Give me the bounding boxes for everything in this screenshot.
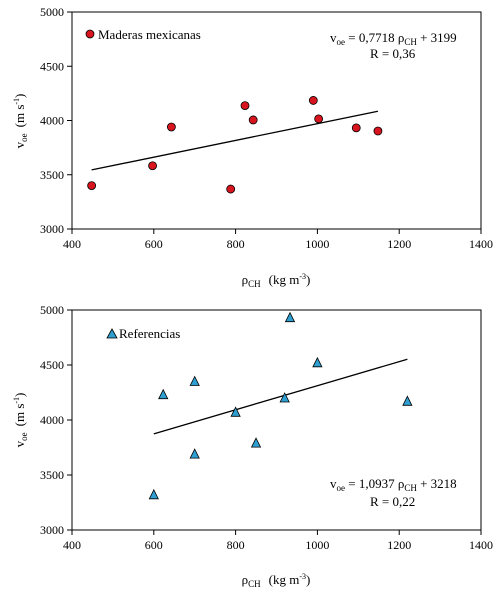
x-ticks: 400 600 800 1000 1200 1400 bbox=[63, 530, 493, 552]
eq-mid: = 1,0937 ρ bbox=[345, 476, 404, 491]
chart-maderas: 3000 3500 4000 4500 5000 400 600 800 1000 1200 14… bbox=[12, 5, 493, 289]
x-tick-label: 800 bbox=[227, 538, 245, 552]
data-point bbox=[226, 184, 236, 194]
data-point bbox=[284, 311, 296, 323]
legend: Maderas mexicanas bbox=[85, 27, 201, 42]
x-ticks: 400 600 800 1000 1200 1400 bbox=[63, 229, 493, 251]
y-ticks: 3000 3500 4000 4500 5000 bbox=[40, 5, 72, 236]
x-tick-label: 1000 bbox=[305, 538, 329, 552]
x-tick-label: 600 bbox=[145, 538, 163, 552]
y-tick-label: 3000 bbox=[40, 222, 64, 236]
data-point bbox=[402, 395, 413, 406]
y-axis-title: voe(m s-1) bbox=[12, 393, 29, 448]
y-tick-label: 4500 bbox=[40, 358, 64, 372]
x-tick-label: 1200 bbox=[387, 237, 411, 251]
equation-line: voe = 0,7718 ρCH + 3199 bbox=[330, 30, 457, 47]
data-point bbox=[87, 181, 97, 191]
x-tick-label: 1400 bbox=[469, 237, 493, 251]
y-tick-label: 3500 bbox=[40, 468, 64, 482]
data-point bbox=[250, 437, 262, 448]
data-point bbox=[312, 356, 323, 368]
y-tick-label: 5000 bbox=[40, 5, 64, 19]
x-tick-label: 400 bbox=[63, 538, 81, 552]
eq-lhs-sub: oe bbox=[337, 37, 346, 47]
legend-marker-triangle bbox=[106, 328, 118, 339]
data-point bbox=[373, 126, 383, 136]
y-tick-label: 4500 bbox=[40, 59, 64, 73]
x-tick-label: 800 bbox=[227, 237, 245, 251]
y-ticks: 3000 3500 4000 4500 5000 bbox=[40, 303, 72, 537]
data-point bbox=[189, 375, 200, 386]
data-point bbox=[148, 488, 159, 500]
equation: voe = 1,0937 ρCH + 3218 R = 0,22 bbox=[330, 476, 457, 509]
data-points bbox=[148, 311, 413, 500]
x-tick-label: 1200 bbox=[387, 538, 411, 552]
equation-line: voe = 1,0937 ρCH + 3218 bbox=[330, 476, 457, 493]
y-tick-label: 3000 bbox=[40, 523, 64, 537]
x-tick-label: 1400 bbox=[469, 538, 493, 552]
eq-rhs: + 3199 bbox=[417, 30, 457, 45]
y-tick-label: 4000 bbox=[40, 114, 64, 128]
data-point bbox=[248, 115, 258, 125]
data-point bbox=[189, 448, 200, 459]
eq-mid: = 0,7718 ρ bbox=[345, 30, 404, 45]
x-tick-label: 600 bbox=[145, 237, 163, 251]
eq-rhs: + 3218 bbox=[417, 476, 457, 491]
data-point bbox=[166, 122, 176, 132]
legend: Referencias bbox=[106, 326, 180, 341]
equation: voe = 0,7718 ρCH + 3199 R = 0,36 bbox=[330, 30, 457, 61]
legend-label: Maderas mexicanas bbox=[98, 27, 201, 42]
x-axis-title: ρCH (kg m-3) bbox=[242, 272, 311, 289]
x-axis-title: ρCH (kg m-3) bbox=[242, 572, 311, 589]
legend-marker-circle bbox=[85, 29, 95, 39]
data-point bbox=[158, 388, 169, 400]
r-value: R = 0,22 bbox=[370, 494, 415, 509]
chart-referencias: 3000 3500 4000 4500 5000 400 600 800 1000 1200 14… bbox=[12, 303, 493, 589]
data-point bbox=[240, 101, 250, 111]
data-point bbox=[148, 161, 157, 171]
r-value: R = 0,36 bbox=[370, 46, 416, 61]
data-points bbox=[87, 96, 383, 194]
eq-lhs: v bbox=[330, 476, 337, 491]
data-point bbox=[230, 406, 241, 417]
data-point bbox=[314, 114, 324, 124]
eq-lhs: v bbox=[330, 30, 337, 45]
eq-mid-sub: CH bbox=[404, 37, 417, 47]
data-point bbox=[308, 96, 318, 105]
data-point bbox=[351, 123, 361, 133]
plot-area-frame bbox=[71, 309, 482, 531]
y-tick-label: 4000 bbox=[40, 413, 64, 427]
trendline bbox=[153, 358, 408, 435]
y-axis-title: voe(m s-1) bbox=[12, 94, 29, 149]
eq-lhs-sub: oe bbox=[337, 483, 346, 493]
y-tick-label: 3500 bbox=[40, 168, 64, 182]
x-tick-label: 1000 bbox=[305, 237, 329, 251]
legend-label: Referencias bbox=[119, 326, 180, 341]
data-point bbox=[279, 392, 290, 403]
trendline bbox=[91, 110, 379, 171]
y-tick-label: 5000 bbox=[40, 303, 64, 317]
eq-mid-sub: CH bbox=[404, 483, 417, 493]
x-tick-label: 400 bbox=[63, 237, 81, 251]
